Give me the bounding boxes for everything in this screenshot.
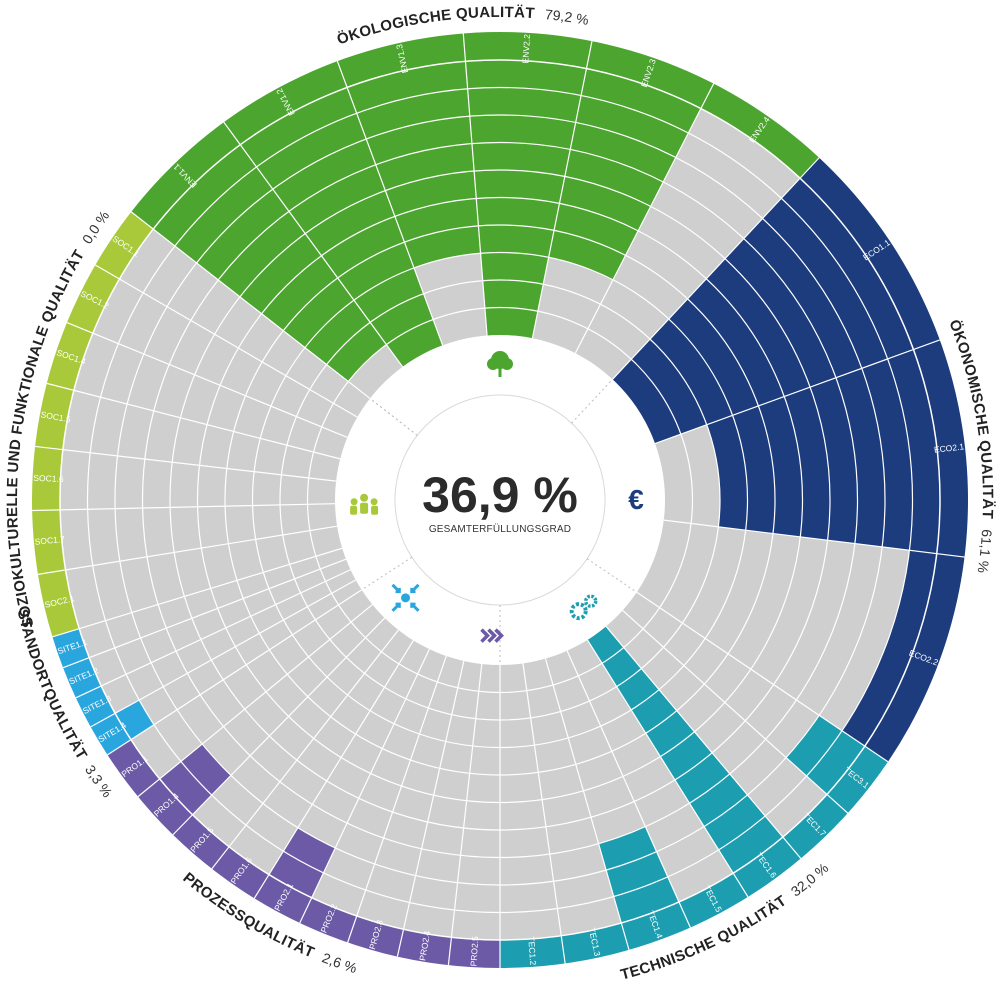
tree-icon	[487, 351, 513, 377]
criterion-divider	[522, 663, 566, 964]
criterion-label-PRO2.4: PRO2.4	[417, 930, 432, 962]
criterion-divider	[605, 626, 802, 859]
criterion-divider	[137, 604, 373, 798]
criterion-divider	[396, 660, 465, 957]
category-band-soc	[32, 211, 154, 637]
gears-icon	[569, 594, 598, 621]
level-ring	[169, 169, 831, 831]
criterion-divider	[299, 648, 430, 924]
criterion-divider	[32, 503, 336, 512]
criterion-divider	[347, 655, 447, 943]
criterion-divider	[586, 639, 749, 898]
criterion-divider	[612, 157, 820, 380]
overall-score: 36,9 %	[422, 467, 578, 523]
location-icon	[391, 583, 420, 612]
criterion-divider	[447, 663, 483, 966]
level-ring	[141, 141, 859, 859]
criterion-divider	[223, 121, 404, 368]
category-percent-tec: 32,0 %	[788, 860, 832, 900]
criterion-divider	[462, 33, 488, 336]
criterion-divider	[663, 519, 965, 558]
criterion-label-SOC1.7: SOC1.7	[34, 534, 65, 547]
level-grid	[32, 33, 965, 968]
criterion-bar-ENV1.3	[347, 61, 481, 268]
category-percent-eco: 61,1 %	[975, 529, 995, 574]
level-ring	[114, 114, 886, 886]
category-band-env	[131, 31, 820, 230]
criterion-label-PRO2.5: PRO2.5	[468, 936, 480, 967]
criterion-label-SOC1.6: SOC1.6	[33, 473, 64, 484]
criterion-divider	[636, 591, 889, 763]
criterion-divider	[544, 658, 630, 951]
criterion-bar-ECO2.2	[841, 550, 937, 747]
criterion-divider	[574, 83, 715, 354]
center-hub: 36,9 % GESAMTERFÜLLUNGSGRAD €	[335, 335, 665, 665]
criterion-bar-ENV1.2	[240, 87, 443, 367]
category-percent-soc: 0,0 %	[79, 208, 112, 247]
criterion-divider	[52, 547, 343, 638]
criterion-divider	[37, 525, 338, 575]
level-ring	[306, 306, 694, 694]
criterion-bar-ECO2.1	[706, 349, 940, 554]
overall-score-label: GESAMTERFÜLLUNGSGRAD	[429, 523, 571, 535]
criterion-divider	[172, 617, 386, 836]
euro-icon: €	[628, 484, 644, 515]
criterion-divider	[35, 445, 337, 482]
criterion-divider	[211, 629, 399, 870]
criterion-divider	[62, 558, 347, 669]
level-ring	[224, 224, 776, 776]
criterion-divider	[336, 60, 444, 346]
criterion-divider	[75, 569, 351, 699]
level-ring	[251, 251, 749, 749]
criterion-bar-TEC1.4	[598, 826, 679, 923]
criterion-divider	[94, 264, 358, 418]
level-ring	[279, 279, 721, 721]
category-icons: €	[350, 351, 644, 663]
category-percent-env: 79,2 %	[544, 6, 590, 28]
criterion-label-TEC1.2: TEC1.2	[526, 936, 538, 966]
criterion-divider	[66, 321, 348, 438]
criterion-divider	[566, 650, 691, 928]
center-disc	[335, 335, 665, 665]
category-percent-pro: 2,6 %	[320, 949, 359, 976]
category-percent-site: 3,3 %	[82, 762, 116, 800]
criterion-label-ENV2.2: ENV2.2	[520, 34, 532, 64]
category-band-site	[52, 628, 131, 755]
criterion-label-ECO2.1: ECO2.1	[933, 441, 964, 454]
level-ring	[86, 86, 914, 914]
criterion-divider	[107, 589, 362, 756]
svg-text:€: €	[628, 484, 644, 515]
people-icon	[350, 493, 379, 515]
criterion-bar-PRO1.4	[159, 744, 231, 815]
criterion-divider	[130, 211, 371, 399]
criterion-divider	[90, 579, 356, 728]
criterion-divider	[46, 382, 341, 460]
criterion-divider	[654, 339, 940, 445]
criterion-bar-PRO2.1	[269, 827, 336, 898]
outer-ring	[59, 59, 941, 941]
level-ring	[196, 196, 804, 804]
criterion-divider	[531, 41, 593, 339]
criterion-divider	[622, 609, 849, 814]
criterion-bar-TEC1.6	[587, 626, 783, 874]
criterion-divider	[253, 640, 414, 899]
arrows-icon	[480, 628, 504, 643]
criterion-bar-ECO1.1	[612, 178, 914, 444]
